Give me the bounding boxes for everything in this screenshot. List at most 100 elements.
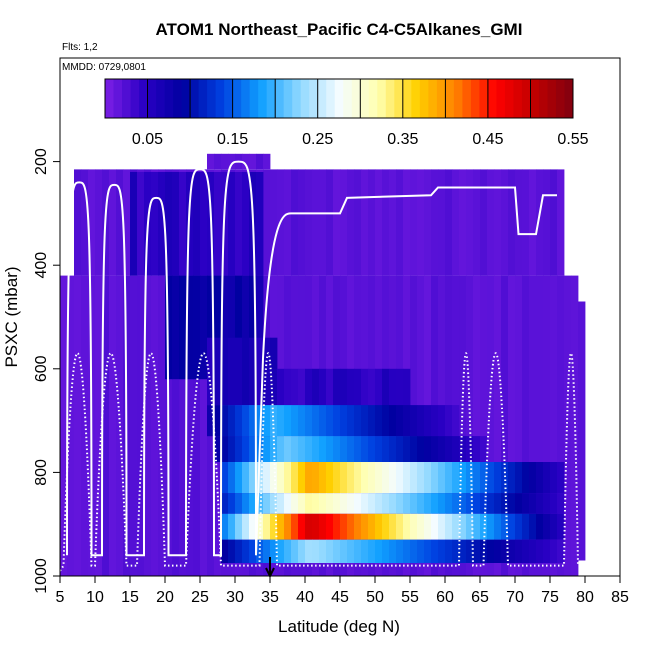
heatmap-cell bbox=[340, 513, 348, 540]
heatmap-cell bbox=[305, 368, 313, 411]
heatmap-cell bbox=[494, 539, 502, 563]
heatmap-cell bbox=[459, 169, 467, 276]
heatmap-cell bbox=[200, 275, 208, 380]
heatmap-cell bbox=[242, 436, 250, 462]
colorbar-swatch bbox=[334, 79, 344, 118]
heatmap-cell bbox=[347, 368, 355, 411]
heatmap-cell bbox=[543, 462, 551, 494]
colorbar-swatch bbox=[428, 79, 438, 118]
heatmap-cell bbox=[459, 436, 467, 462]
heatmap-cell bbox=[270, 169, 278, 276]
heatmap-cell bbox=[179, 275, 187, 380]
heatmap-cell bbox=[557, 169, 565, 276]
heatmap-cell bbox=[228, 513, 236, 540]
colorbar-swatch bbox=[377, 79, 387, 118]
heatmap-cell bbox=[81, 169, 89, 276]
heatmap-cell bbox=[396, 539, 404, 563]
heatmap-cell bbox=[319, 436, 327, 462]
colorbar-swatch bbox=[385, 79, 395, 118]
heatmap-cell bbox=[375, 169, 383, 276]
heatmap-cell bbox=[473, 169, 481, 276]
heatmap-cell bbox=[151, 172, 159, 276]
heatmap-cell bbox=[361, 493, 369, 514]
colorbar-swatch bbox=[453, 79, 463, 118]
heatmap-cell bbox=[361, 169, 369, 276]
colorbar: 0.05 0.15 0.25 0.35 0.45 0.55 bbox=[104, 78, 589, 148]
heatmap-cell bbox=[263, 436, 271, 462]
heatmap-cell bbox=[438, 539, 446, 563]
heatmap-cell bbox=[438, 493, 446, 514]
heatmap-cell bbox=[305, 169, 313, 276]
heatmap-cell bbox=[375, 539, 383, 563]
heatmap-cell bbox=[361, 368, 369, 411]
x-tick-label: 45 bbox=[331, 589, 349, 606]
x-tick-label: 65 bbox=[471, 589, 489, 606]
colorbar-swatch bbox=[394, 79, 404, 118]
heatmap-cell bbox=[403, 462, 411, 494]
heatmap-cell bbox=[403, 368, 411, 411]
heatmap-cell bbox=[291, 169, 299, 276]
colorbar-swatch bbox=[538, 79, 548, 118]
heatmap-cell bbox=[312, 436, 320, 462]
colorbar-swatch bbox=[190, 79, 199, 118]
colorbar-swatch bbox=[564, 79, 574, 118]
heatmap-cell bbox=[529, 513, 537, 540]
heatmap-cell bbox=[326, 405, 334, 437]
heatmap-cell bbox=[550, 462, 558, 494]
heatmap-cell bbox=[298, 462, 306, 494]
heatmap-cell bbox=[165, 275, 173, 380]
heatmap-cell bbox=[515, 539, 523, 563]
heatmap-cell bbox=[354, 405, 362, 437]
heatmap-cell bbox=[410, 169, 418, 276]
colorbar-swatch bbox=[224, 79, 234, 118]
heatmap-cell bbox=[368, 539, 376, 563]
heatmap-cell bbox=[501, 169, 509, 276]
heatmap-cell bbox=[277, 539, 285, 563]
heatmap-cell bbox=[396, 405, 404, 437]
heatmap-cell bbox=[354, 436, 362, 462]
colorbar-swatch bbox=[343, 79, 353, 118]
heatmap-cell bbox=[284, 368, 292, 411]
heatmap-cell bbox=[263, 153, 271, 170]
heatmap-cell bbox=[354, 462, 362, 494]
heatmap-cell bbox=[214, 436, 222, 462]
colorbar-swatch bbox=[241, 79, 251, 118]
colorbar-swatch bbox=[419, 79, 429, 118]
heatmap-cell bbox=[508, 513, 516, 540]
colorbar-swatch bbox=[326, 79, 336, 118]
heatmap-cell bbox=[515, 513, 523, 540]
heatmap-cell bbox=[410, 405, 418, 437]
heatmap-cell bbox=[249, 462, 257, 494]
heatmap-cell bbox=[473, 493, 481, 514]
heatmap-cell bbox=[473, 539, 481, 563]
heatmap-cell bbox=[403, 539, 411, 563]
heatmap-cell bbox=[557, 513, 565, 540]
heatmap-cell bbox=[347, 462, 355, 494]
heatmap-cell bbox=[277, 368, 285, 411]
heatmap-cell bbox=[263, 169, 271, 276]
heatmap-cell bbox=[221, 539, 229, 563]
heatmap-cell bbox=[333, 368, 341, 411]
heatmap-cell bbox=[151, 275, 159, 576]
x-tick-label: 60 bbox=[436, 589, 454, 606]
heatmap-cell bbox=[508, 462, 516, 494]
heatmap-cell bbox=[333, 493, 341, 514]
heatmap-cell bbox=[536, 493, 544, 514]
colorbar-swatch bbox=[309, 79, 319, 118]
colorbar-swatch bbox=[402, 79, 412, 118]
heatmap-cell bbox=[452, 539, 460, 563]
colorbar-swatch bbox=[547, 79, 557, 118]
heatmap-cell bbox=[466, 436, 474, 462]
heatmap-cell bbox=[508, 169, 516, 276]
heatmap-cell bbox=[368, 169, 376, 276]
heatmap-cell bbox=[501, 513, 509, 540]
heatmap-cell bbox=[277, 513, 285, 540]
heatmap-cell bbox=[368, 513, 376, 540]
heatmap-cell bbox=[263, 405, 271, 437]
heatmap-cell bbox=[354, 368, 362, 411]
heatmap-cell bbox=[543, 493, 551, 514]
heatmap-cell bbox=[473, 513, 481, 540]
heatmap-cell bbox=[431, 462, 439, 494]
heatmap-cell bbox=[389, 169, 397, 276]
heatmap-cell bbox=[242, 493, 250, 514]
